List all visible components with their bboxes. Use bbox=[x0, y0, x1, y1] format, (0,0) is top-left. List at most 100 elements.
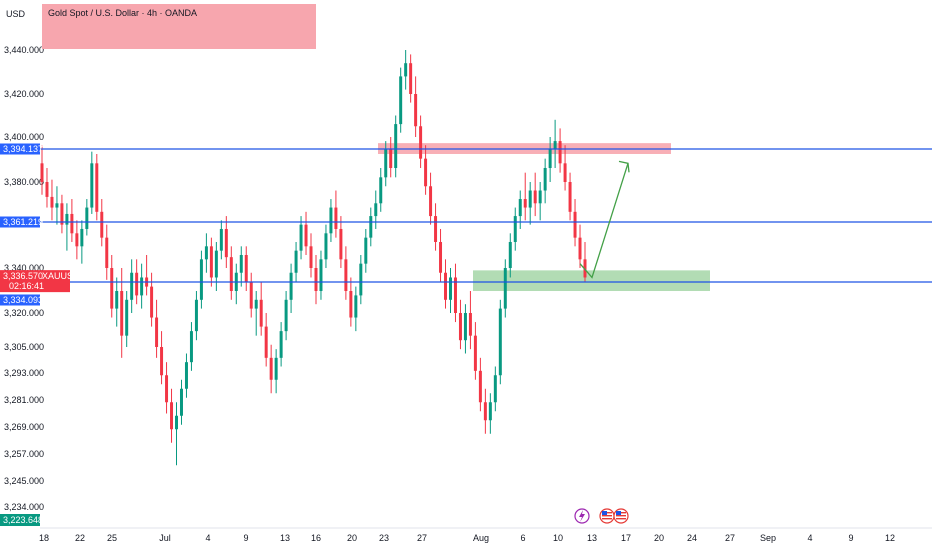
candle[interactable] bbox=[439, 228, 443, 283]
candle[interactable] bbox=[254, 291, 258, 336]
price-tag-low[interactable]: 3,334.093 bbox=[0, 294, 43, 306]
candle[interactable] bbox=[140, 263, 144, 309]
projection-arrow[interactable] bbox=[579, 160, 630, 279]
candle[interactable] bbox=[319, 250, 323, 300]
candle[interactable] bbox=[444, 259, 448, 309]
candle[interactable] bbox=[75, 220, 79, 260]
candle[interactable] bbox=[194, 291, 198, 341]
candle[interactable] bbox=[120, 268, 124, 358]
candle[interactable] bbox=[399, 67, 403, 133]
candle[interactable] bbox=[523, 172, 527, 221]
candle[interactable] bbox=[175, 402, 178, 466]
candle[interactable] bbox=[284, 291, 288, 341]
candle[interactable] bbox=[70, 199, 74, 242]
candle[interactable] bbox=[259, 282, 263, 336]
candle[interactable] bbox=[249, 272, 253, 318]
candle[interactable] bbox=[573, 199, 577, 247]
candle[interactable] bbox=[473, 322, 477, 380]
candle[interactable] bbox=[229, 246, 233, 300]
candle[interactable] bbox=[349, 277, 353, 327]
demand-zone[interactable] bbox=[473, 270, 710, 292]
candle[interactable] bbox=[314, 254, 318, 305]
candle[interactable] bbox=[309, 233, 313, 278]
price-tag-bottom[interactable]: 3,223.648 bbox=[0, 514, 43, 526]
candle[interactable] bbox=[498, 299, 502, 385]
candle[interactable] bbox=[359, 254, 363, 305]
candle[interactable] bbox=[85, 199, 89, 236]
last-price-tag[interactable]: 3,336.570 XAUUSD 02:16:41 bbox=[0, 270, 80, 293]
price-axis[interactable]: 3,440.000 3,420.000 3,400.000 3,380.000 3,34… bbox=[4, 45, 44, 512]
candle[interactable] bbox=[105, 224, 109, 280]
candle[interactable] bbox=[414, 76, 418, 137]
candle[interactable] bbox=[369, 207, 373, 247]
candle[interactable] bbox=[334, 190, 338, 238]
candle[interactable] bbox=[294, 241, 298, 283]
candle[interactable] bbox=[364, 228, 368, 273]
candle[interactable] bbox=[60, 194, 64, 234]
candle[interactable] bbox=[40, 145, 44, 195]
candles-series[interactable] bbox=[40, 50, 587, 466]
candle[interactable] bbox=[508, 233, 512, 278]
plot-area[interactable] bbox=[40, 0, 932, 528]
candle[interactable] bbox=[299, 216, 303, 260]
candle[interactable] bbox=[55, 186, 59, 225]
candle[interactable] bbox=[279, 322, 283, 367]
candle[interactable] bbox=[568, 172, 572, 221]
candle[interactable] bbox=[583, 241, 587, 283]
candle[interactable] bbox=[214, 241, 218, 292]
candle[interactable] bbox=[219, 220, 223, 260]
candle[interactable] bbox=[269, 344, 273, 394]
candle[interactable] bbox=[543, 158, 547, 204]
candle[interactable] bbox=[115, 277, 119, 327]
candle[interactable] bbox=[553, 119, 557, 168]
candle[interactable] bbox=[95, 153, 99, 221]
candle[interactable] bbox=[239, 246, 243, 287]
candle[interactable] bbox=[493, 366, 497, 412]
candle[interactable] bbox=[453, 263, 457, 323]
candle[interactable] bbox=[513, 207, 517, 251]
candle[interactable] bbox=[204, 233, 208, 273]
candle[interactable] bbox=[389, 137, 393, 178]
candle[interactable] bbox=[538, 182, 542, 221]
candle[interactable] bbox=[339, 216, 343, 268]
candle[interactable] bbox=[130, 259, 134, 313]
candle[interactable] bbox=[528, 182, 532, 225]
candle[interactable] bbox=[179, 379, 183, 425]
horizontal-levels[interactable] bbox=[40, 148, 932, 283]
candle[interactable] bbox=[100, 199, 104, 247]
us-flag-icon[interactable] bbox=[599, 508, 615, 524]
candle[interactable] bbox=[404, 50, 408, 90]
candle[interactable] bbox=[209, 237, 213, 287]
candle[interactable] bbox=[304, 211, 308, 255]
candle[interactable] bbox=[165, 362, 169, 414]
candle[interactable] bbox=[563, 145, 567, 191]
candle[interactable] bbox=[160, 331, 164, 385]
candle[interactable] bbox=[329, 199, 333, 242]
candle[interactable] bbox=[424, 145, 428, 195]
candle[interactable] bbox=[458, 299, 462, 350]
candle[interactable] bbox=[80, 220, 84, 264]
candle[interactable] bbox=[419, 115, 423, 168]
candle[interactable] bbox=[578, 224, 582, 268]
candle[interactable] bbox=[264, 313, 268, 367]
candle[interactable] bbox=[199, 250, 203, 309]
candle[interactable] bbox=[110, 254, 114, 318]
candle[interactable] bbox=[224, 216, 228, 268]
us-flag-icon[interactable] bbox=[613, 508, 629, 524]
candle[interactable] bbox=[50, 179, 54, 221]
candle[interactable] bbox=[463, 304, 467, 354]
candle[interactable] bbox=[289, 263, 293, 313]
candle[interactable] bbox=[244, 246, 248, 292]
candle[interactable] bbox=[90, 151, 94, 214]
lightning-icon[interactable] bbox=[574, 508, 590, 524]
candle[interactable] bbox=[324, 224, 328, 268]
candle[interactable] bbox=[558, 128, 562, 173]
candle[interactable] bbox=[155, 299, 159, 358]
candle[interactable] bbox=[394, 115, 398, 178]
candle[interactable] bbox=[344, 246, 348, 300]
candle[interactable] bbox=[189, 322, 193, 371]
candle[interactable] bbox=[65, 203, 69, 251]
candle[interactable] bbox=[45, 167, 49, 208]
candle[interactable] bbox=[434, 203, 438, 251]
